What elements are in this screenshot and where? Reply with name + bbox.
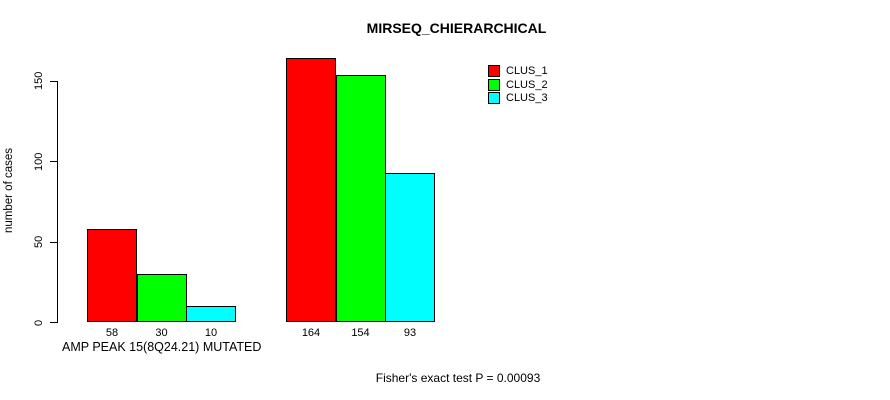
bar-value-label: 58 xyxy=(105,327,119,339)
y-tick-label: 0 xyxy=(33,319,45,326)
y-tick-mark xyxy=(50,241,57,243)
legend-label: CLUS_3 xyxy=(506,92,548,104)
bar-value-label: 30 xyxy=(155,327,168,339)
legend-swatch xyxy=(488,78,500,91)
y-tick-mark xyxy=(50,322,57,323)
y-tick-mark xyxy=(50,80,57,82)
stat-annotation: Fisher's exact test P = 0.00093 xyxy=(375,371,541,385)
chart-title: MIRSEQ_CHIERARCHICAL xyxy=(366,20,547,36)
bar-value-label: 164 xyxy=(301,327,321,339)
y-axis-label: number of cases xyxy=(3,147,15,233)
bar-value-label: 154 xyxy=(351,327,370,339)
bar-value-label: 10 xyxy=(204,327,218,339)
bar-value-label: 93 xyxy=(403,327,417,339)
bar-clus_1-group2 xyxy=(286,58,336,323)
legend-entry-clus_3: CLUS_3 xyxy=(488,92,548,104)
y-tick-label: 50 xyxy=(33,235,45,249)
bar-clus_2-group1 xyxy=(136,274,187,323)
legend-swatch xyxy=(488,65,500,77)
legend-label: CLUS_2 xyxy=(506,78,548,91)
bar-clus_3-group1 xyxy=(186,306,236,323)
legend-entry-clus_1: CLUS_1 xyxy=(488,65,548,77)
y-tick-label: 150 xyxy=(33,71,45,91)
legend-label: CLUS_1 xyxy=(506,65,548,77)
y-tick-mark xyxy=(50,161,57,162)
legend-swatch xyxy=(488,92,500,104)
legend: CLUS_1 CLUS_2 CLUS_3 xyxy=(488,65,548,104)
x-axis-label: AMP PEAK 15(8Q24.21) MUTATED xyxy=(62,340,262,354)
y-tick-label: 100 xyxy=(33,152,45,171)
y-axis-line xyxy=(57,81,58,323)
bar-clus_3-group2 xyxy=(385,172,435,323)
bar-clus_1-group1 xyxy=(87,229,137,323)
legend-entry-clus_2: CLUS_2 xyxy=(488,78,548,91)
bar-clus_2-group2 xyxy=(335,74,386,323)
